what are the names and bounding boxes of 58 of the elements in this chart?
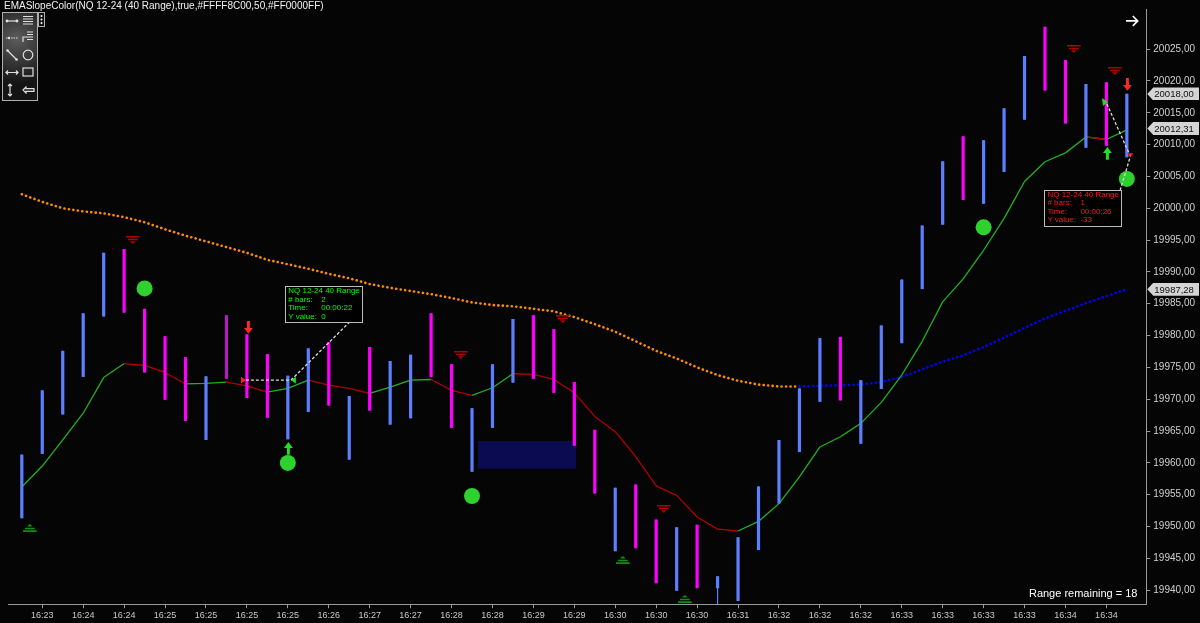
point [279, 454, 296, 471]
y-tick-label: 19980,00 [1153, 329, 1196, 341]
y-tick-label: 19995,00 [1153, 233, 1196, 245]
y-tick-label: 20005,00 [1153, 170, 1196, 182]
x-tick-label: 16:33 [890, 610, 914, 621]
point [975, 219, 992, 236]
x-tick-label: 16:24 [71, 610, 95, 621]
annotation: Range remaining = 18 [1028, 587, 1138, 600]
y-tick-label: 19945,00 [1153, 552, 1196, 564]
x-tick-label: 16:23 [31, 610, 54, 621]
text: 20018,00 [1147, 87, 1199, 101]
x-tick-label: 16:28 [481, 610, 504, 621]
y-tick-label: 20000,00 [1153, 202, 1196, 213]
y-tick-label: 19955,00 [1153, 488, 1196, 500]
x-tick-label: 16:25 [235, 610, 259, 621]
point [1118, 170, 1135, 187]
y-tick-label: 19965,00 [1153, 424, 1196, 436]
y-tick-label: 19975,00 [1153, 361, 1196, 373]
x-tick-label: 16:27 [399, 610, 422, 621]
y-tick-label: 20025,00 [1153, 42, 1196, 54]
y-tick-label: 20020,00 [1153, 74, 1196, 86]
text: 19987,28 [1147, 282, 1199, 296]
y-tick-label: 20015,00 [1153, 106, 1196, 118]
x-tick-label: 16:29 [563, 610, 586, 621]
info-box: NQ 12-24 40 Range # bars: 1 Time: 00:00:26 Y value: -33 [1044, 189, 1122, 227]
x-tick-label: 16:29 [522, 610, 545, 621]
point [464, 487, 481, 504]
x-tick-label: 16:33 [972, 610, 995, 621]
y-tick-label: 19940,00 [1153, 583, 1196, 595]
x-tick-label: 16:32 [808, 610, 832, 621]
y-tick-label: 19960,00 [1153, 456, 1196, 468]
y-tick-label: 19970,00 [1153, 392, 1196, 404]
chart-title: EMASlopeColor(NQ 12-24 (40 Range),true,#FFFF8C00,50,#FF0000FF) [4, 0, 324, 11]
x-tick-label: 16:27 [358, 610, 381, 621]
text: 20012,31 [1147, 121, 1199, 135]
x-tick-label: 16:28 [440, 610, 463, 621]
x-tick-label: 16:34 [1054, 610, 1077, 621]
x-tick-label: 16:30 [685, 610, 709, 621]
x-tick-label: 16:24 [112, 610, 136, 621]
x-tick-label: 16:33 [931, 610, 954, 621]
x-tick-label: 16:30 [603, 610, 627, 621]
x-tick-label: 16:25 [276, 610, 300, 621]
x-tick-label: 16:34 [1095, 610, 1118, 621]
x-tick-label: 16:25 [153, 610, 177, 621]
point [136, 280, 153, 297]
y-tick-label: 20010,00 [1153, 138, 1196, 150]
x-tick-label: 16:31 [726, 610, 750, 621]
y-tick-label: 19950,00 [1153, 520, 1196, 532]
y-tick-label: 19990,00 [1153, 265, 1196, 277]
candlestick [715, 575, 720, 605]
x-tick-label: 16:30 [644, 610, 668, 621]
x-tick-label: 16:32 [767, 610, 791, 621]
x-tick-label: 16:32 [849, 610, 873, 621]
x-tick-label: 16:26 [317, 610, 341, 621]
x-tick-label: 16:33 [1013, 610, 1036, 621]
y-tick-label: 19985,00 [1153, 297, 1196, 309]
x-tick-label: 16:25 [194, 610, 218, 621]
info-box: NQ 12-24 40 Range # bars: 2 Time: 00:00:22 Y value: 0 [285, 286, 363, 324]
